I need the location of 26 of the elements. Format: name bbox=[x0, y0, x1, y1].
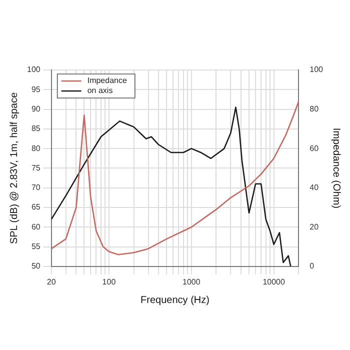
y2-tick-label: 0 bbox=[310, 262, 315, 271]
y-axis-title: SPL (dB) @ 2.83V, 1m, half space bbox=[8, 92, 20, 244]
x-tick-label: 10000 bbox=[262, 277, 286, 286]
x-tick-label: 1000 bbox=[182, 277, 201, 286]
y-tick-label: 85 bbox=[31, 124, 41, 134]
y-tick-label: 60 bbox=[31, 222, 41, 232]
y-tick-label: 50 bbox=[31, 262, 41, 271]
y2-tick-label: 100 bbox=[310, 65, 324, 74]
x-tick-label: 100 bbox=[102, 277, 116, 286]
x-axis-title: Frequency (Hz) bbox=[140, 294, 210, 306]
y-tick-label: 100 bbox=[26, 65, 41, 74]
y-tick-label: 90 bbox=[31, 104, 41, 114]
y-tick-label: 70 bbox=[31, 183, 41, 192]
y2-tick-label: 20 bbox=[310, 222, 320, 232]
y2-axis-title: Impedance (Ohm) bbox=[330, 128, 342, 208]
y-tick-label: 65 bbox=[31, 202, 41, 212]
y-tick-label: 80 bbox=[31, 144, 41, 153]
legend-label: Impedance bbox=[87, 76, 128, 86]
y-tick-label: 55 bbox=[31, 242, 41, 251]
y2-tick-label: 60 bbox=[310, 144, 320, 153]
y2-tick-label: 40 bbox=[310, 183, 320, 192]
y-tick-label: 95 bbox=[31, 84, 41, 94]
y-tick-label: 75 bbox=[31, 163, 41, 172]
y2-tick-label: 80 bbox=[310, 104, 320, 114]
legend-label: on axis bbox=[87, 86, 113, 96]
x-tick-label: 20 bbox=[46, 277, 56, 286]
